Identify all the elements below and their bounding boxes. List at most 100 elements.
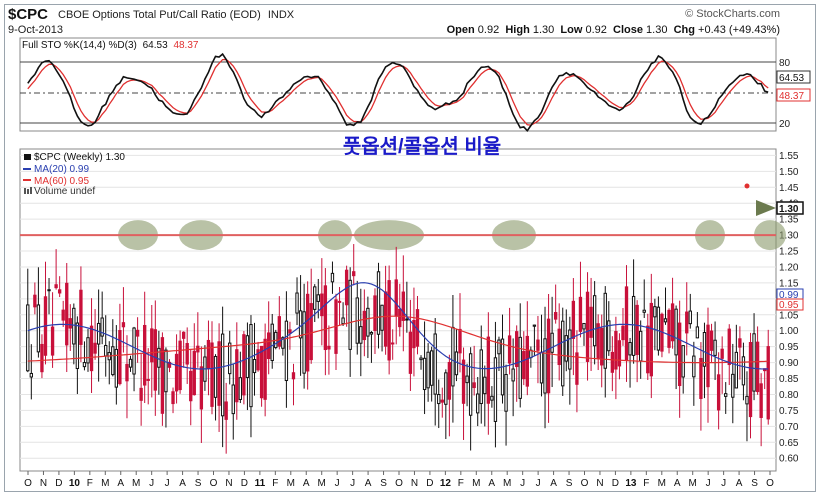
low-value: 0.92 [585, 24, 607, 36]
candle-body [337, 300, 342, 303]
candle-body [543, 338, 547, 394]
resistance-arrow [756, 200, 776, 216]
candle-body [557, 328, 561, 366]
candle-body [738, 338, 742, 348]
candle-body [646, 325, 650, 374]
ma20-line [27, 282, 769, 370]
candle-body [766, 346, 770, 420]
sto-k-line [27, 52, 769, 132]
candle-body [412, 319, 416, 349]
close-badge-text: 1.30 [779, 204, 799, 215]
candle-body [376, 271, 381, 335]
candle-body [532, 324, 537, 327]
candle-body [128, 358, 133, 368]
x-tick-label: F [87, 478, 93, 489]
marker-dot [744, 183, 750, 189]
x-tick-label: F [272, 478, 278, 489]
candle-body [398, 308, 402, 328]
candle-body [405, 318, 409, 321]
chg-label: Chg [673, 24, 695, 36]
candle-body [160, 337, 165, 414]
x-tick-label: S [751, 478, 758, 489]
symbol-title: $CPC [8, 6, 49, 23]
open-label: Open [446, 24, 475, 36]
candle-body [167, 361, 172, 368]
candle-body [465, 375, 469, 384]
candle-body [352, 271, 356, 277]
candle-body [391, 342, 395, 345]
y-tick-label: 0.80 [779, 390, 799, 401]
candle-body [695, 326, 700, 339]
candle-body [235, 349, 239, 403]
low-label: Low [560, 24, 583, 36]
candle-body [685, 311, 689, 334]
candle-body [575, 352, 579, 385]
candle-body [121, 322, 126, 328]
candle-body [181, 331, 186, 339]
y-tick-label: 0.70 [779, 422, 799, 433]
x-tick-label: O [395, 478, 403, 489]
candle-body [139, 387, 143, 401]
candle-body [426, 351, 430, 389]
candle-body [507, 335, 512, 364]
candle-body [68, 318, 72, 329]
ma60-badge-text: 0.95 [779, 300, 799, 311]
x-tick-label: A [736, 478, 743, 489]
x-tick-label: M [101, 478, 109, 489]
x-tick-label: M [318, 478, 326, 489]
candle-body [82, 362, 87, 368]
korean-title: 풋옵션/콜옵션 비율 [343, 135, 501, 158]
candle-body [553, 312, 558, 320]
candle-body [734, 351, 739, 389]
candle-body [96, 322, 101, 345]
candle-body [607, 320, 611, 352]
candle-body [380, 304, 384, 331]
candle-body [709, 330, 714, 351]
x-tick-label: O [766, 478, 774, 489]
candle-body [231, 384, 235, 415]
candle-body [755, 341, 760, 393]
candle-body [727, 328, 731, 366]
candle-body [61, 309, 65, 321]
candle-body [153, 329, 157, 391]
x-tick-label: D [241, 478, 248, 489]
candle-body [150, 328, 154, 363]
x-tick-label: J [536, 478, 541, 489]
candle-body [295, 292, 299, 314]
candle-body [539, 351, 544, 384]
x-tick-label: M [287, 478, 295, 489]
candle-body [759, 383, 763, 418]
candle-body [366, 307, 370, 337]
candle-body [26, 304, 30, 372]
x-tick-label: S [566, 478, 573, 489]
ma20-badge-text: 0.99 [779, 290, 799, 301]
y-tick-label: 0.65 [779, 438, 799, 449]
candle-body [54, 284, 58, 289]
price-legend: $CPC (Weekly) 1.30 MA(20) 0.99 MA(60) 0.… [23, 152, 125, 197]
legend-vol-marker [24, 188, 26, 194]
y-tick-label: 1.05 [779, 310, 799, 321]
x-tick-label: A [179, 478, 186, 489]
y-tick-label: 1.35 [779, 215, 799, 226]
x-tick-label: S [380, 478, 387, 489]
candle-body [47, 289, 51, 292]
candle-body [433, 333, 437, 395]
candle-body [515, 331, 519, 368]
candle-body [383, 291, 388, 347]
candle-body [362, 310, 367, 341]
candle-body [461, 359, 466, 404]
candle-body [564, 335, 568, 362]
candle-body [50, 326, 55, 356]
candle-body [483, 376, 487, 395]
candle-body [614, 330, 618, 370]
candle-body [40, 343, 44, 373]
candle-body [320, 293, 324, 317]
sto-d-badge-text: 48.37 [779, 91, 804, 102]
legend-ma60: MA(60) 0.95 [34, 176, 89, 187]
x-tick-label: J [520, 478, 525, 489]
close-label: Close [613, 24, 643, 36]
price-grid [20, 154, 776, 459]
x-tick-label: A [674, 478, 681, 489]
candle-body [585, 291, 590, 362]
